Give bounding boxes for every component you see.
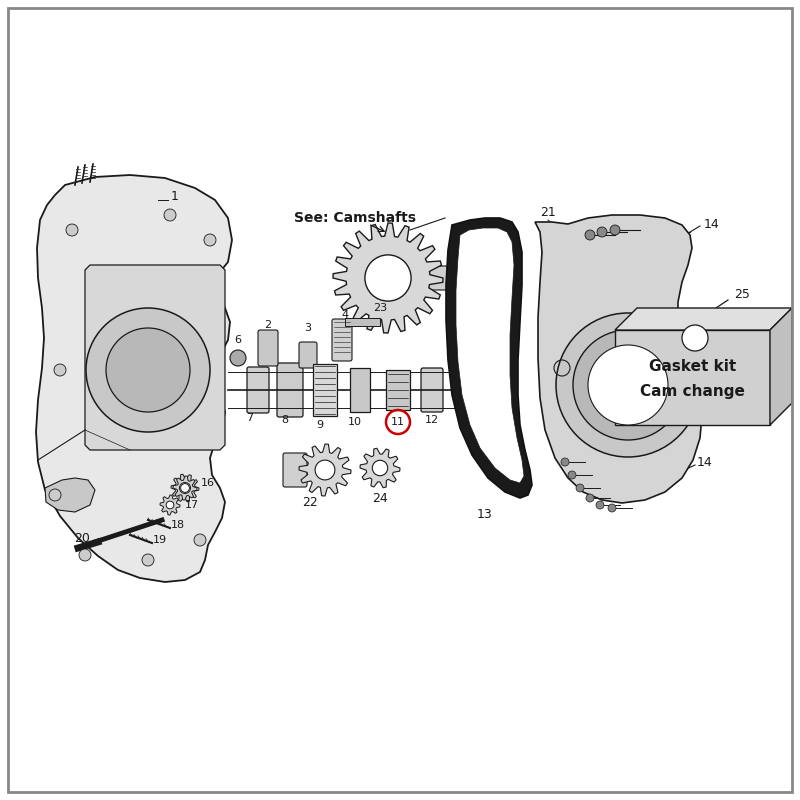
Text: 21: 21 xyxy=(540,206,556,218)
Bar xyxy=(345,318,380,326)
Text: 11: 11 xyxy=(391,417,405,427)
Circle shape xyxy=(181,483,190,492)
Text: 24: 24 xyxy=(372,491,388,505)
Text: 4: 4 xyxy=(342,310,349,320)
FancyBboxPatch shape xyxy=(277,363,303,417)
Polygon shape xyxy=(535,215,702,503)
Polygon shape xyxy=(360,448,400,488)
Text: 16: 16 xyxy=(201,478,215,488)
Text: 25: 25 xyxy=(734,289,750,302)
Text: 14: 14 xyxy=(704,218,720,230)
Circle shape xyxy=(179,482,190,494)
Circle shape xyxy=(588,345,668,425)
Polygon shape xyxy=(45,478,95,512)
Circle shape xyxy=(682,325,708,351)
Circle shape xyxy=(194,534,206,546)
Polygon shape xyxy=(85,265,225,450)
Bar xyxy=(313,364,337,416)
Circle shape xyxy=(561,458,569,466)
Text: 2: 2 xyxy=(265,320,271,330)
Circle shape xyxy=(596,501,604,509)
Polygon shape xyxy=(456,228,524,483)
Bar xyxy=(615,330,770,425)
Circle shape xyxy=(164,209,176,221)
Circle shape xyxy=(585,230,595,240)
Circle shape xyxy=(315,460,335,480)
Circle shape xyxy=(556,313,700,457)
Circle shape xyxy=(576,484,584,492)
Circle shape xyxy=(49,489,61,501)
Text: 8: 8 xyxy=(282,415,289,425)
Text: 13: 13 xyxy=(477,509,493,522)
FancyBboxPatch shape xyxy=(299,342,317,368)
FancyBboxPatch shape xyxy=(462,269,474,287)
Circle shape xyxy=(230,350,246,366)
Polygon shape xyxy=(160,495,180,515)
Circle shape xyxy=(79,549,91,561)
Text: 20: 20 xyxy=(74,531,90,545)
Text: 12: 12 xyxy=(425,415,439,425)
Circle shape xyxy=(86,308,210,432)
Text: 14: 14 xyxy=(697,455,713,469)
FancyBboxPatch shape xyxy=(421,368,443,412)
Circle shape xyxy=(568,471,576,479)
Text: 9: 9 xyxy=(317,420,323,430)
Polygon shape xyxy=(173,476,197,500)
FancyBboxPatch shape xyxy=(258,330,278,366)
Text: 17: 17 xyxy=(185,500,199,510)
Text: 6: 6 xyxy=(234,335,242,345)
FancyBboxPatch shape xyxy=(283,453,307,487)
Circle shape xyxy=(142,554,154,566)
Polygon shape xyxy=(299,444,351,496)
Circle shape xyxy=(166,501,174,509)
Text: 7: 7 xyxy=(246,413,254,423)
Polygon shape xyxy=(615,308,792,330)
Circle shape xyxy=(66,224,78,236)
Bar xyxy=(386,370,410,410)
Circle shape xyxy=(372,460,388,476)
Text: 23: 23 xyxy=(373,303,387,313)
Circle shape xyxy=(586,494,594,502)
Text: 1: 1 xyxy=(171,190,179,203)
Circle shape xyxy=(608,504,616,512)
Polygon shape xyxy=(36,175,232,582)
Text: 19: 19 xyxy=(153,535,167,545)
Text: See: Camshafts: See: Camshafts xyxy=(294,211,416,225)
FancyBboxPatch shape xyxy=(247,367,269,413)
Text: 10: 10 xyxy=(348,417,362,427)
Text: 15: 15 xyxy=(712,323,728,337)
Polygon shape xyxy=(446,218,532,498)
Circle shape xyxy=(204,234,216,246)
Polygon shape xyxy=(171,474,199,502)
Text: Gasket kit: Gasket kit xyxy=(649,358,736,374)
Circle shape xyxy=(597,227,607,237)
Circle shape xyxy=(610,225,620,235)
Polygon shape xyxy=(770,308,792,425)
Text: Cam change: Cam change xyxy=(640,384,745,399)
Circle shape xyxy=(54,364,66,376)
Circle shape xyxy=(365,255,411,301)
FancyBboxPatch shape xyxy=(426,266,454,290)
Text: 3: 3 xyxy=(305,323,311,333)
Polygon shape xyxy=(333,223,443,333)
Circle shape xyxy=(673,316,717,360)
Text: 18: 18 xyxy=(171,520,185,530)
FancyBboxPatch shape xyxy=(332,319,352,361)
Text: 5: 5 xyxy=(464,238,472,251)
Bar xyxy=(350,368,370,412)
Circle shape xyxy=(106,328,190,412)
Text: 22: 22 xyxy=(302,495,318,509)
Circle shape xyxy=(573,330,683,440)
